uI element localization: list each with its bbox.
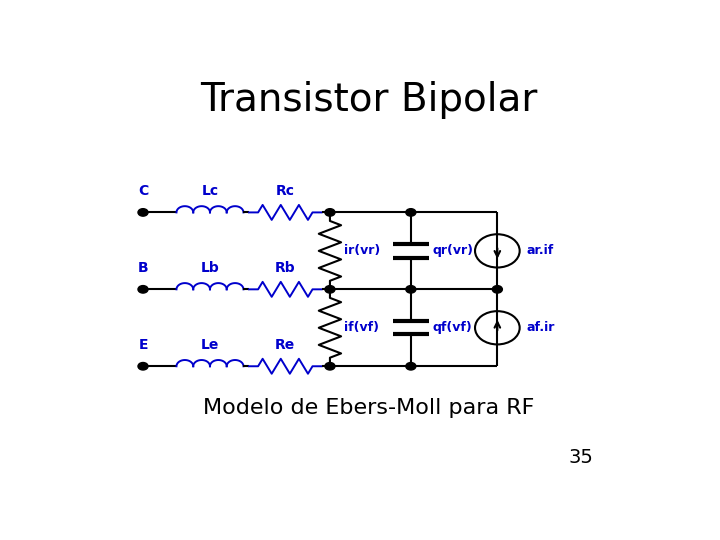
Text: qr(vr): qr(vr) — [432, 245, 473, 258]
Circle shape — [406, 208, 416, 216]
Circle shape — [325, 286, 335, 293]
Circle shape — [406, 286, 416, 293]
Text: ar.if: ar.if — [526, 245, 554, 258]
Text: Rb: Rb — [275, 261, 296, 275]
Text: Transistor Bipolar: Transistor Bipolar — [200, 82, 538, 119]
Text: C: C — [138, 184, 148, 198]
Text: Re: Re — [275, 338, 295, 352]
Circle shape — [325, 362, 335, 370]
Text: Rc: Rc — [276, 184, 294, 198]
Circle shape — [138, 286, 148, 293]
Text: Le: Le — [201, 338, 219, 352]
Text: Modelo de Ebers-Moll para RF: Modelo de Ebers-Moll para RF — [203, 398, 535, 418]
Text: if(vf): if(vf) — [344, 321, 379, 334]
Text: ir(vr): ir(vr) — [344, 245, 380, 258]
Text: 35: 35 — [569, 448, 593, 467]
Circle shape — [492, 286, 503, 293]
Circle shape — [138, 362, 148, 370]
Text: Lb: Lb — [201, 261, 220, 275]
Text: B: B — [138, 261, 148, 275]
Circle shape — [138, 208, 148, 216]
Circle shape — [406, 362, 416, 370]
Text: Lc: Lc — [202, 184, 219, 198]
Circle shape — [325, 208, 335, 216]
Text: E: E — [138, 338, 148, 352]
Text: af.ir: af.ir — [526, 321, 554, 334]
Text: qf(vf): qf(vf) — [432, 321, 472, 334]
